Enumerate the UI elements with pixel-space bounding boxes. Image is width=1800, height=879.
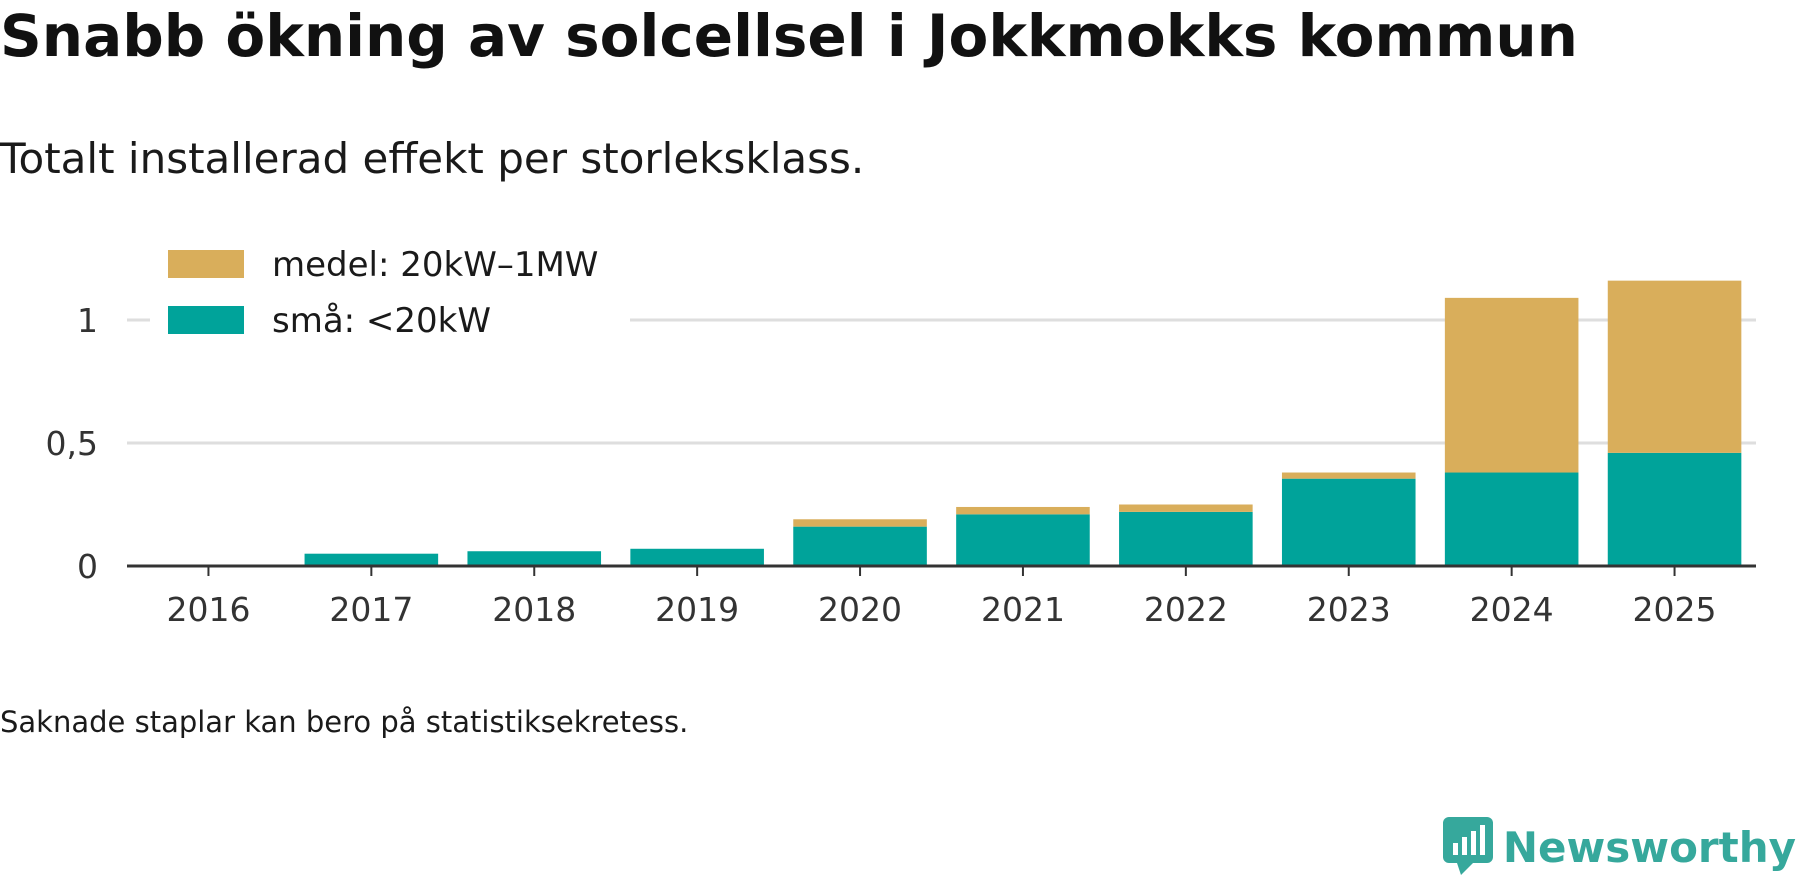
bar-sma-2020: [793, 526, 927, 566]
bar-sma-2019: [630, 548, 764, 566]
bar-medel-2024: [1444, 297, 1579, 473]
legend-swatch: [168, 306, 244, 334]
y-tick-labels: 00,51: [46, 301, 98, 586]
brand-name: Newsworthy: [1502, 822, 1796, 872]
x-tick-label: 2018: [492, 590, 576, 629]
bar-medel-2023: [1281, 472, 1416, 479]
bar-sma-2021: [956, 514, 1090, 566]
y-tick-label: 0: [77, 547, 98, 586]
bar-sma-2018: [467, 551, 602, 566]
newsworthy-brand: Newsworthy: [1442, 817, 1796, 877]
x-tick-label: 2017: [329, 590, 413, 629]
x-tick-label: 2023: [1307, 590, 1391, 629]
x-tick-label: 2019: [655, 590, 739, 629]
x-tick-label: 2025: [1633, 590, 1717, 629]
footnote: Saknade staplar kan bero på statistiksek…: [0, 705, 689, 739]
legend-label: medel: 20kW–1MW: [272, 245, 598, 285]
bar-sma-2024: [1444, 472, 1579, 566]
bar-medel-2025: [1607, 280, 1742, 453]
y-tick-label: 0,5: [46, 424, 98, 463]
bars: [304, 280, 1742, 566]
stacked-bar-chart: 00,51 2016 2017 2018 2019 2020 2021 2022 2023 20…: [46, 235, 1756, 629]
x-tick-label: 2016: [166, 590, 250, 629]
x-tick-label: 2021: [981, 590, 1065, 629]
chart-title: Snabb ökning av solcellsel i Jokkmokks k…: [0, 2, 1578, 70]
bar-medel-2022: [1119, 504, 1253, 512]
x-tick-labels: 2016 2017 2018 2019 2020 2021 2022 2023 2024 2025: [166, 566, 1717, 629]
bar-medel-2021: [956, 506, 1090, 515]
newsworthy-logo-icon: [1442, 817, 1493, 875]
bar-sma-2022: [1119, 511, 1253, 566]
y-tick-label: 1: [77, 301, 98, 340]
legend: medel: 20kW–1MW små: <20kW: [150, 235, 630, 345]
chart-subtitle: Totalt installerad effekt per storlekskl…: [0, 134, 865, 183]
legend-swatch: [168, 250, 244, 278]
bar-medel-2020: [793, 519, 927, 527]
x-tick-label: 2024: [1470, 590, 1554, 629]
x-tick-label: 2022: [1144, 590, 1228, 629]
bar-sma-2025: [1607, 452, 1742, 566]
legend-label: små: <20kW: [272, 301, 491, 341]
x-tick-label: 2020: [818, 590, 902, 629]
bar-sma-2017: [304, 553, 439, 566]
bar-sma-2023: [1281, 478, 1416, 566]
